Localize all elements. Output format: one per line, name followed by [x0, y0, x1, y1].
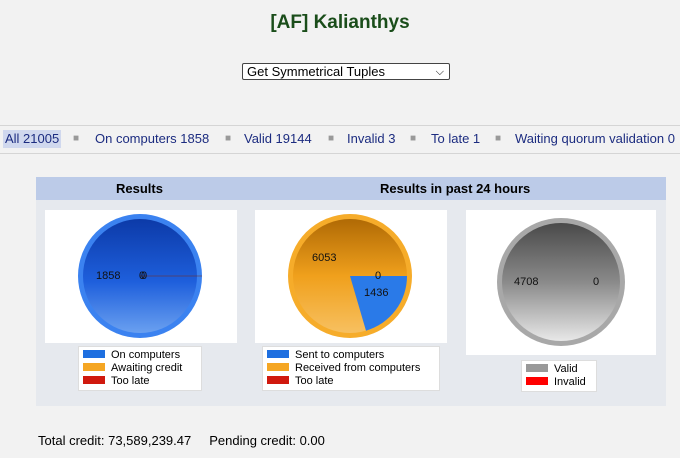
- pie-label-awaiting: 0: [139, 270, 146, 282]
- app-select-value: Get Symmetrical Tuples: [247, 64, 385, 79]
- validation-pie-card: 4708 0: [466, 210, 656, 355]
- results-heading: Results: [116, 181, 163, 196]
- legend-item: Awaiting credit: [83, 362, 197, 375]
- filter-separator: ■: [495, 133, 502, 144]
- legend-label: Valid: [554, 363, 578, 375]
- filter-on-computers[interactable]: On computers 1858: [95, 131, 210, 146]
- legend-label: Invalid: [554, 376, 586, 388]
- legend-swatch: [526, 364, 548, 373]
- results-panel-header: Results Results in past 24 hours: [36, 177, 666, 200]
- legend-item: Invalid: [526, 376, 592, 389]
- legend-label: On computers: [111, 349, 181, 361]
- total-credit: Total credit: 73,589,239.47: [38, 433, 192, 448]
- filter-bar: All 21005 ■ On computers 1858 ■ Valid 19…: [0, 128, 680, 150]
- page-title: [AF] Kalianthys: [270, 12, 410, 33]
- pie-label-invalid: 0: [593, 276, 600, 288]
- pie-slice-valid: [502, 223, 620, 341]
- pie-slice-sent: [350, 276, 407, 331]
- divider-top: [0, 125, 680, 126]
- legend-item: Too late: [267, 375, 435, 388]
- filter-separator: ■: [410, 133, 417, 144]
- legend-swatch: [267, 376, 289, 385]
- legend-item: On computers: [83, 349, 197, 362]
- past24-pie-card: 6053 0 1436: [255, 210, 447, 343]
- pending-credit: Pending credit: 0.00: [209, 433, 325, 448]
- results-legend: On computers Awaiting credit Too late: [78, 346, 202, 391]
- pie-label-received: 6053: [312, 252, 337, 264]
- filter-waiting-quorum[interactable]: Waiting quorum validation 0: [515, 131, 675, 146]
- pie-label-too-late: 0: [141, 270, 148, 282]
- legend-swatch: [83, 350, 105, 359]
- credit-summary: Total credit: 73,589,239.47 Pending credi…: [38, 433, 325, 448]
- results-pie-chart: [78, 214, 202, 338]
- legend-swatch: [526, 377, 548, 386]
- pie-label-sent: 1436: [364, 287, 389, 299]
- legend-label: Too late: [111, 375, 150, 387]
- filter-separator: ■: [225, 133, 232, 144]
- validation-legend: Valid Invalid: [521, 360, 597, 392]
- pie-label-too-late: 0: [375, 270, 382, 282]
- filter-separator: ■: [73, 133, 80, 144]
- legend-item: Received from computers: [267, 362, 435, 375]
- results-pie-card: 1858 0 0: [45, 210, 237, 343]
- filter-to-late[interactable]: To late 1: [431, 131, 481, 146]
- app-select[interactable]: Get Symmetrical Tuples ⌵: [242, 63, 450, 80]
- legend-swatch: [267, 350, 289, 359]
- filter-valid[interactable]: Valid 19144: [244, 131, 312, 146]
- legend-item: Valid: [526, 363, 592, 376]
- legend-label: Too late: [295, 375, 334, 387]
- divider-bottom: [0, 153, 680, 154]
- legend-item: Sent to computers: [267, 349, 435, 362]
- filter-all[interactable]: All 21005: [3, 130, 62, 148]
- validation-pie-chart: [497, 218, 625, 346]
- legend-label: Sent to computers: [295, 349, 385, 361]
- legend-label: Awaiting credit: [111, 362, 183, 374]
- results-panel-body: 1858 0 0 On computers Awaiting credit To…: [36, 200, 666, 406]
- legend-swatch: [83, 363, 105, 372]
- past24-legend: Sent to computers Received from computer…: [262, 346, 440, 391]
- legend-swatch: [267, 363, 289, 372]
- filter-invalid[interactable]: Invalid 3: [347, 131, 396, 146]
- filter-separator: ■: [328, 133, 335, 144]
- legend-swatch: [83, 376, 105, 385]
- past24-pie-chart: [288, 214, 412, 338]
- pie-label-valid: 4708: [514, 276, 539, 288]
- pie-label-on-computers: 1858: [96, 270, 121, 282]
- legend-label: Received from computers: [295, 362, 421, 374]
- app-select-wrapper: Get Symmetrical Tuples ⌵: [242, 63, 450, 80]
- past24-heading: Results in past 24 hours: [380, 181, 531, 196]
- chevron-down-icon: ⌵: [435, 66, 444, 78]
- legend-item: Too late: [83, 375, 197, 388]
